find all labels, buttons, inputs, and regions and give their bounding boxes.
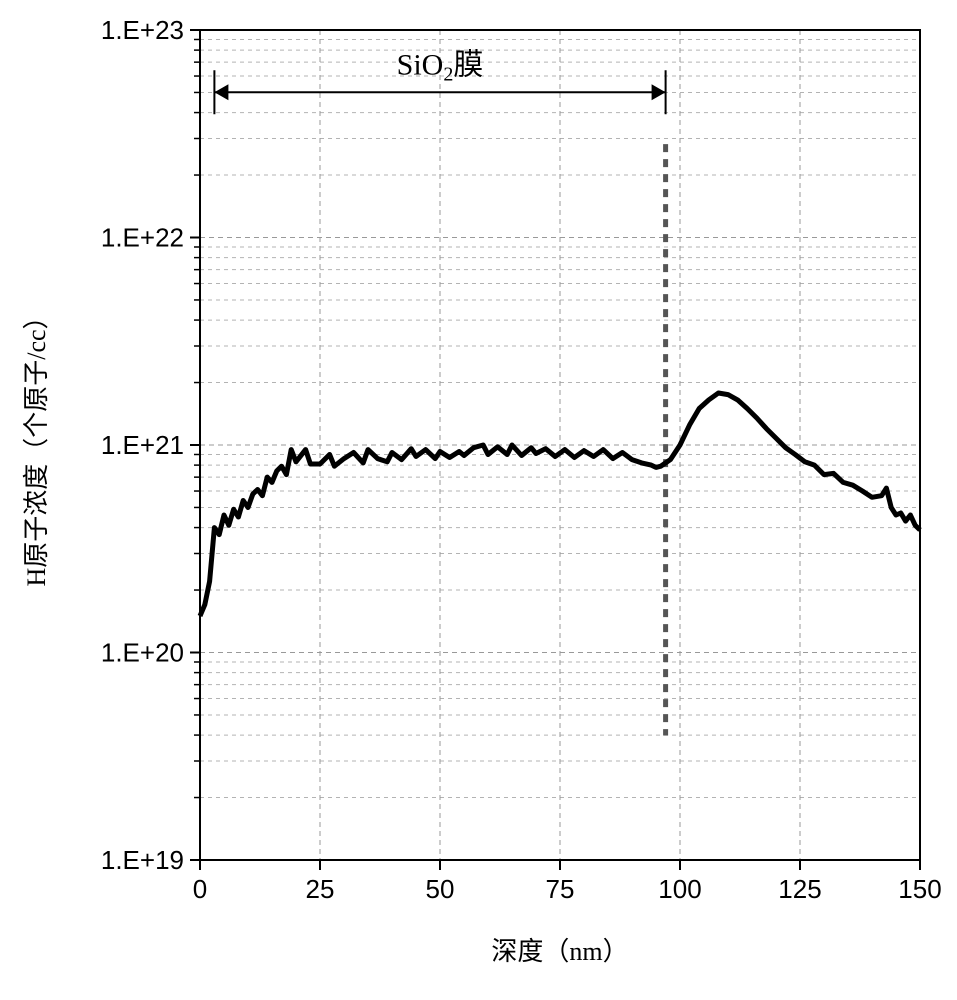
y-tick-label: 1.E+21 (101, 430, 184, 460)
x-axis-title: 深度（nm） (491, 937, 628, 966)
arrow-right-icon (652, 84, 666, 100)
y-tick-label: 1.E+20 (101, 638, 184, 668)
chart-svg: 1.E+19 1.E+20 1.E+21 1.E+22 1.E+23 0 25 50 75 100… (0, 0, 957, 1000)
x-tick-label: 150 (898, 874, 941, 904)
x-tick-label: 125 (778, 874, 821, 904)
y-tick-label: 1.E+22 (101, 223, 184, 253)
arrow-left-icon (214, 84, 228, 100)
sio2-film-label: SiO2膜 (397, 48, 484, 85)
x-tick-label: 0 (193, 874, 207, 904)
x-tick-label: 25 (306, 874, 335, 904)
y-tick-label: 1.E+23 (101, 15, 184, 45)
y-tick-label: 1.E+19 (101, 845, 184, 875)
x-tick-label: 75 (546, 874, 575, 904)
y-axis-title: H原子浓度（个原子/cc） (22, 303, 51, 586)
depth-profile-chart: 1.E+19 1.E+20 1.E+21 1.E+22 1.E+23 0 25 50 75 100… (0, 0, 957, 1000)
x-tick-label: 100 (658, 874, 701, 904)
x-tick-label: 50 (426, 874, 455, 904)
